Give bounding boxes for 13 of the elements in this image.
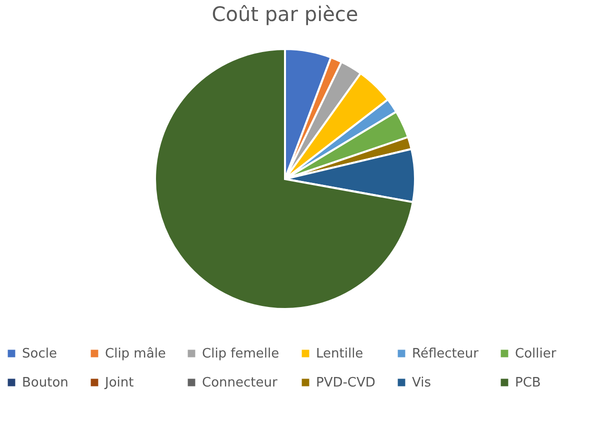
legend-label: Réflecteur bbox=[412, 346, 480, 362]
legend-label: Clip mâle bbox=[105, 346, 166, 362]
legend-label: Collier bbox=[515, 346, 557, 362]
legend-label: PCB bbox=[515, 376, 541, 390]
legend-label: Joint bbox=[104, 376, 134, 390]
legend-label: PVD-CVD bbox=[316, 376, 376, 390]
legend-label: Socle bbox=[22, 346, 57, 362]
legend-label: Connecteur bbox=[202, 376, 278, 390]
chart-title: Coût par pièce bbox=[212, 2, 358, 26]
legend-label: Lentille bbox=[316, 346, 364, 362]
legend-label: Clip femelle bbox=[202, 346, 280, 362]
legend-label: Bouton bbox=[22, 376, 68, 390]
legend-label: Vis bbox=[412, 376, 432, 390]
